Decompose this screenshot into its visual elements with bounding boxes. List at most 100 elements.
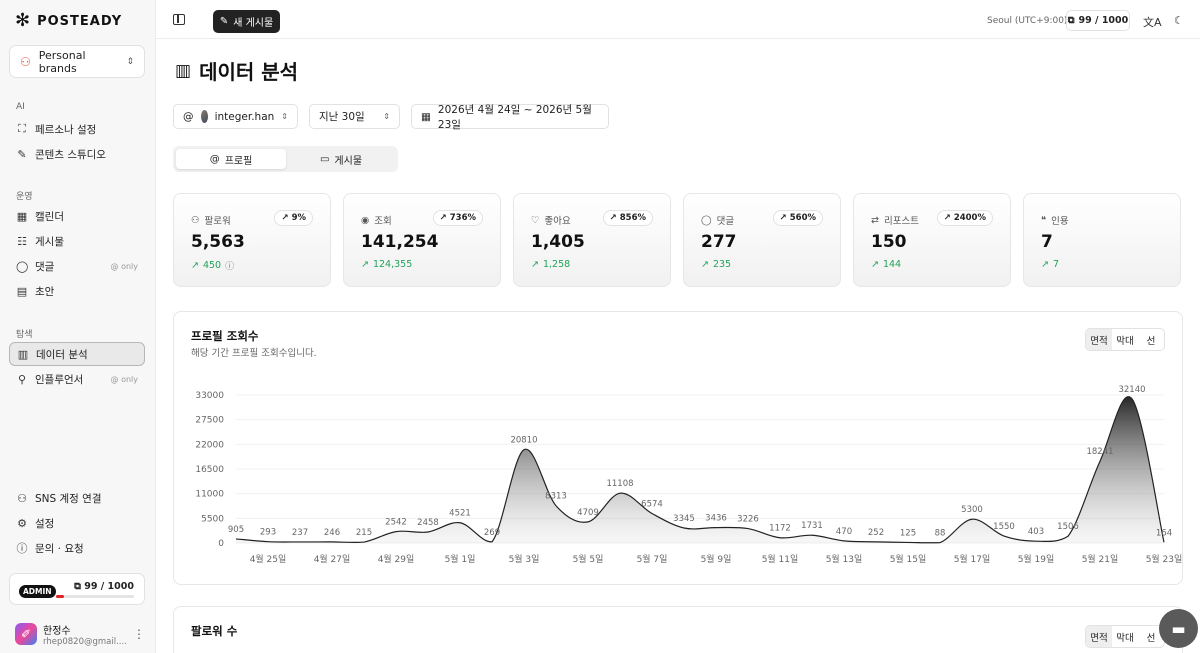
date-range-picker[interactable]: ▦ 2026년 4월 24일 ~ 2026년 5월 23일 <box>411 104 609 131</box>
usage-box[interactable]: ADMIN ⧉ 99 / 1000 <box>9 573 145 605</box>
admin-badge: ADMIN <box>19 585 56 598</box>
account-avatar <box>200 110 208 123</box>
chat-support-button[interactable]: ▬ <box>1159 609 1198 648</box>
y-tick-label: 5500 <box>201 514 224 524</box>
sidebar-item-label: 콘텐츠 스튜디오 <box>35 148 106 161</box>
chart-mode-area[interactable]: 면적 <box>1086 626 1112 647</box>
sidebar-item-content-studio[interactable]: ✎ 콘텐츠 스튜디오 <box>9 142 145 166</box>
sidebar-item-influencer[interactable]: ⚲ 인플루언서 @ only <box>9 367 145 391</box>
translate-icon[interactable]: 文A <box>1143 16 1162 29</box>
trend-up-icon: ↗ <box>1041 259 1049 270</box>
sidebar: ✻ POSTEADY ⚇ Personal brands ⇕ AI ⛶ 페르소나… <box>0 0 156 653</box>
chart-mode-bar[interactable]: 막대 <box>1116 335 1134 347</box>
logo-text: POSTEADY <box>37 13 123 29</box>
info-icon[interactable]: ⓘ <box>225 262 235 272</box>
calendar-icon: ▦ <box>421 110 431 123</box>
sidebar-item-help[interactable]: ⓘ 문의 · 요청 <box>9 536 145 560</box>
credits-icon: ⧉ <box>74 581 81 592</box>
data-label: 215 <box>356 528 372 538</box>
stat-card-likes: ♡ 좋아요 ↗ 856% 1,405 ↗ 1,258 <box>513 193 671 287</box>
threads-icon: @ <box>183 110 194 123</box>
tab-profile[interactable]: @ 프로필 <box>176 149 286 169</box>
stat-badge: ↗ 9% <box>274 210 313 226</box>
chart-mode-line[interactable]: 선 <box>1146 632 1156 644</box>
tab-posts[interactable]: ▭ 게시물 <box>286 149 396 169</box>
data-label: 4521 <box>449 509 471 519</box>
sidebar-item-sns-connect[interactable]: ⚇ SNS 계정 연결 <box>9 486 145 510</box>
person-icon: ⚇ <box>20 54 31 69</box>
wand-icon: ✎ <box>17 147 27 161</box>
chart-mode-area[interactable]: 면적 <box>1086 329 1112 350</box>
chart-icon: ▥ <box>17 347 29 361</box>
tab-label: 프로필 <box>224 155 253 167</box>
trend-up-icon: ↗ <box>531 259 539 270</box>
stat-card-views: ◉ 조회 ↗ 736% 141,254 ↗ 124,355 <box>343 193 501 287</box>
data-label: 1506 <box>1057 522 1079 532</box>
credits-pill[interactable]: ⧉ 99 / 1000 <box>1066 10 1130 31</box>
sidebar-item-label: 문의 · 요청 <box>35 542 84 555</box>
avatar: ✐ <box>15 623 37 645</box>
x-tick-label: 4월 25일 <box>250 553 287 565</box>
trend-up-icon: ↗ <box>191 260 199 271</box>
x-tick-label: 4월 29일 <box>378 553 415 565</box>
stat-delta: ↗ 7 <box>1041 259 1060 270</box>
stat-label: 댓글 <box>716 216 735 227</box>
stat-value: 5,563 <box>191 232 245 252</box>
logo-icon: ✻ <box>15 10 31 31</box>
chart-mode-toggle: 면적 막대 선 <box>1085 328 1165 351</box>
document-icon: ▤ <box>16 284 28 298</box>
account-name: integer.han <box>214 110 275 123</box>
influencer-icon: ⚲ <box>17 372 27 386</box>
sidebar-item-label: 데이터 분석 <box>36 348 88 361</box>
help-icon: ⓘ <box>16 542 28 555</box>
sidebar-item-settings[interactable]: ⚙ 설정 <box>9 511 145 535</box>
x-tick-label: 4월 27일 <box>314 553 351 565</box>
sidebar-item-persona[interactable]: ⛶ 페르소나 설정 <box>9 117 145 141</box>
comment-icon: ◯ <box>701 214 712 226</box>
brand-select[interactable]: ⚇ Personal brands ⇕ <box>9 45 145 78</box>
logo[interactable]: ✻ POSTEADY <box>15 12 122 30</box>
topbar: ✎ 새 게시물 Seoul (UTC+9:00) ⧉ 99 / 1000 文A … <box>156 0 1200 39</box>
usage-text: ⧉ 99 / 1000 <box>74 581 134 592</box>
sidebar-item-comments[interactable]: ◯ 댓글 @ only <box>9 254 145 278</box>
stat-badge: ↗ 560% <box>772 210 823 226</box>
area-fill <box>236 396 1164 543</box>
stat-label: 인용 <box>1051 216 1069 227</box>
chevron-up-down-icon: ⇕ <box>383 112 390 121</box>
data-label: 1550 <box>993 522 1015 532</box>
persona-icon: ⛶ <box>18 122 26 135</box>
account-select[interactable]: @ integer.han ⇕ <box>173 104 298 129</box>
sidebar-item-posts[interactable]: ☷ 게시물 <box>9 229 145 253</box>
series-line <box>235 396 1165 544</box>
dark-mode-icon[interactable]: ☾ <box>1174 14 1184 27</box>
trend-up-icon: ↗ <box>281 213 289 223</box>
chart-mode-bar[interactable]: 막대 <box>1116 632 1134 644</box>
comment-icon: ◯ <box>16 259 29 273</box>
sidebar-item-calendar[interactable]: ▦ 캘린더 <box>9 204 145 228</box>
usage-bar <box>56 595 134 598</box>
chart-mode-line[interactable]: 선 <box>1146 335 1156 347</box>
stat-label: 팔로워 <box>204 216 231 227</box>
trend-up-icon: ↗ <box>361 259 369 270</box>
sidebar-item-label: 초안 <box>35 285 55 298</box>
data-label: 1731 <box>801 521 823 531</box>
stat-label: 리포스트 <box>883 216 919 227</box>
sidebar-item-drafts[interactable]: ▤ 초안 <box>9 279 145 303</box>
data-label: 2458 <box>417 518 439 528</box>
new-post-label: 새 게시물 <box>233 18 274 29</box>
sidebar-toggle-icon[interactable] <box>173 14 185 25</box>
data-label: 1172 <box>769 524 791 534</box>
chevron-up-down-icon: ⇕ <box>281 112 288 121</box>
calendar-icon: ▦ <box>16 209 28 223</box>
trend-up-icon: ↗ <box>609 213 617 223</box>
data-label: 269 <box>484 528 500 538</box>
users-icon: ⚇ <box>191 214 200 226</box>
user-profile[interactable]: ✐ 한정수 rhep0820@gmail.... ⋮ <box>15 621 145 647</box>
more-vertical-icon[interactable]: ⋮ <box>133 627 145 641</box>
y-tick-label: 33000 <box>195 391 224 401</box>
data-label: 164 <box>1156 528 1172 538</box>
data-label: 5300 <box>961 505 983 515</box>
new-post-button[interactable]: ✎ 새 게시물 <box>213 10 280 33</box>
sidebar-item-analytics[interactable]: ▥ 데이터 분석 <box>9 342 145 366</box>
period-select[interactable]: 지난 30일 ⇕ <box>309 104 400 129</box>
